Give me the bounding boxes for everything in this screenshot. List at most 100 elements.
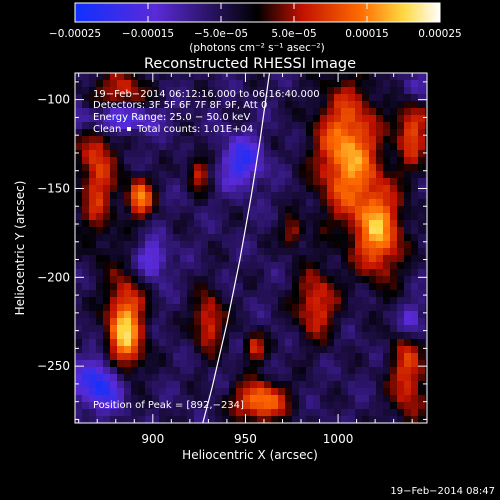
heatmap-cell	[376, 353, 384, 361]
heatmap-cell	[250, 122, 258, 130]
heatmap-cell	[208, 143, 216, 151]
heatmap-cell	[362, 255, 370, 263]
heatmap-cell	[187, 262, 195, 270]
heatmap-cell	[236, 227, 244, 235]
heatmap-cell	[117, 374, 125, 382]
heatmap-cell	[306, 297, 314, 305]
heatmap-cell	[250, 402, 258, 410]
heatmap-cell	[292, 115, 300, 123]
heatmap-cell	[75, 213, 83, 221]
heatmap-cell	[117, 108, 125, 116]
heatmap-cell	[173, 388, 181, 396]
heatmap-cell	[313, 311, 321, 319]
heatmap-cell	[306, 206, 314, 214]
y-tick-label: −100	[37, 93, 70, 107]
heatmap-cell	[327, 402, 335, 410]
heatmap-cell	[362, 122, 370, 130]
heatmap-cell	[208, 129, 216, 137]
heatmap-cell	[173, 409, 181, 417]
heatmap-cell	[369, 73, 377, 81]
heatmap-cell	[124, 199, 132, 207]
heatmap-cell	[145, 157, 153, 165]
heatmap-cell	[362, 227, 370, 235]
heatmap-cell	[404, 94, 412, 102]
heatmap-cell	[362, 199, 370, 207]
heatmap-cell	[313, 262, 321, 270]
heatmap-cell	[327, 122, 335, 130]
heatmap-cell	[355, 220, 363, 228]
heatmap-cell	[194, 346, 202, 354]
heatmap-cell	[138, 388, 146, 396]
heatmap-cell	[404, 290, 412, 298]
heatmap-cell	[138, 157, 146, 165]
heatmap-cell	[397, 185, 405, 193]
heatmap-cell	[271, 192, 279, 200]
heatmap-cell	[201, 136, 209, 144]
heatmap-cell	[166, 402, 174, 410]
heatmap-cell	[285, 402, 293, 410]
heatmap-cell	[124, 87, 132, 95]
heatmap-cell	[229, 185, 237, 193]
heatmap-cell	[180, 304, 188, 312]
heatmap-cell	[313, 283, 321, 291]
heatmap-cell	[411, 220, 419, 228]
heatmap-cell	[320, 388, 328, 396]
colorbar-tick-labels: −0.00025 −0.00015 −5.0e−05 5.0e−05 0.00015 0.…	[49, 28, 462, 40]
heatmap-cell	[194, 360, 202, 368]
heatmap-cell	[369, 157, 377, 165]
heatmap-cell	[362, 269, 370, 277]
heatmap-cell	[194, 136, 202, 144]
heatmap-cell	[299, 192, 307, 200]
heatmap-cell	[103, 297, 111, 305]
heatmap-cell	[180, 325, 188, 333]
heatmap-cell	[369, 220, 377, 228]
heatmap-cell	[362, 150, 370, 158]
heatmap-cell	[124, 248, 132, 256]
heatmap-cell	[159, 185, 167, 193]
heatmap-cell	[229, 136, 237, 144]
heatmap-cell	[222, 157, 230, 165]
heatmap-cell	[292, 199, 300, 207]
heatmap-cell	[411, 213, 419, 221]
heatmap-cell	[418, 311, 426, 319]
heatmap-cell	[208, 199, 216, 207]
heatmap-cell	[180, 199, 188, 207]
heatmap-cell	[215, 290, 223, 298]
heatmap-cell	[376, 276, 384, 284]
heatmap-cell	[285, 150, 293, 158]
heatmap-cell	[376, 157, 384, 165]
heatmap-cell	[159, 311, 167, 319]
heatmap-cell	[229, 171, 237, 179]
heatmap-cell	[89, 283, 97, 291]
heatmap-cell	[341, 367, 349, 375]
heatmap-cell	[292, 395, 300, 403]
heatmap-cell	[152, 220, 160, 228]
heatmap-cell	[313, 220, 321, 228]
heatmap-cell	[292, 388, 300, 396]
heatmap-cell	[285, 248, 293, 256]
heatmap-cell	[75, 388, 83, 396]
x-tick-label: 1000	[323, 432, 354, 446]
heatmap-cell	[397, 227, 405, 235]
heatmap-cell	[131, 325, 139, 333]
clean-marker	[127, 127, 131, 131]
heatmap-cell	[425, 248, 427, 256]
heatmap-cell	[376, 395, 384, 403]
heatmap-cell	[404, 143, 412, 151]
heatmap-cell	[180, 262, 188, 270]
heatmap-cell	[110, 115, 118, 123]
heatmap-cell	[334, 94, 342, 102]
heatmap-cell	[166, 80, 174, 88]
heatmap-cell	[75, 234, 83, 242]
heatmap-cell	[355, 290, 363, 298]
heatmap-cell	[320, 381, 328, 389]
heatmap-cell	[278, 416, 286, 423]
heatmap-cell	[271, 381, 279, 389]
heatmap-cell	[341, 241, 349, 249]
heatmap-cell	[334, 178, 342, 186]
heatmap-cell	[383, 157, 391, 165]
heatmap-cell	[320, 115, 328, 123]
heatmap-cell	[152, 395, 160, 403]
heatmap-cell	[327, 178, 335, 186]
heatmap-cell	[131, 374, 139, 382]
